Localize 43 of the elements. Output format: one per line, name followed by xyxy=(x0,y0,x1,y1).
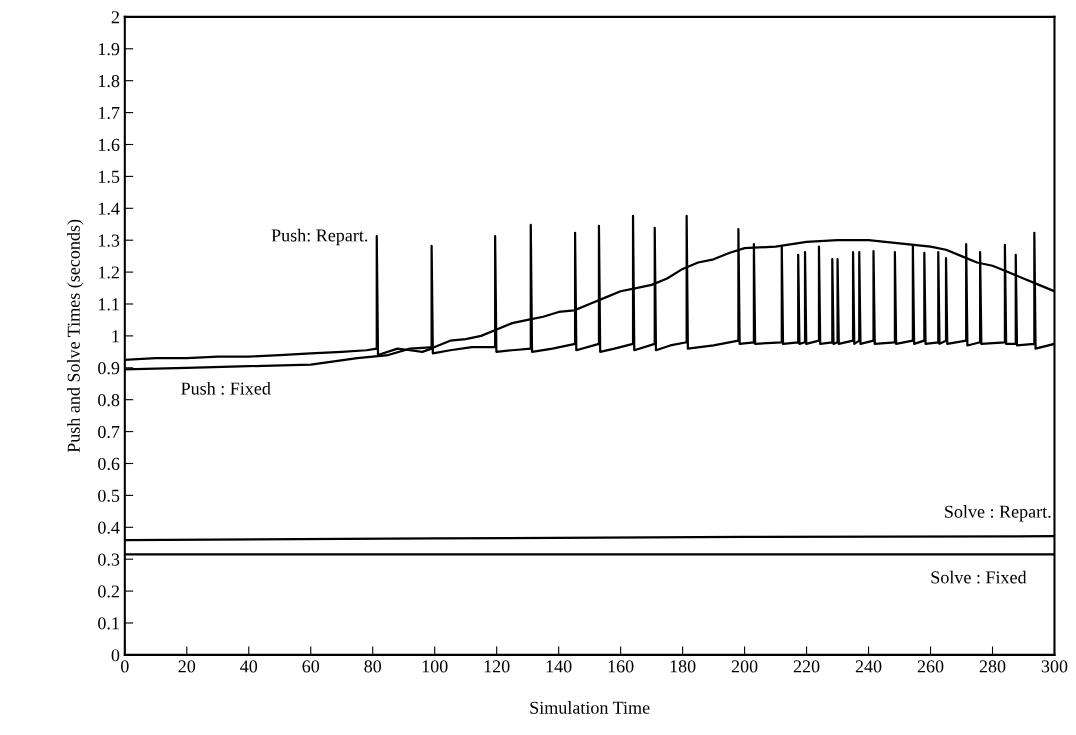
x-tick-label: 80 xyxy=(364,660,382,673)
y-tick-label: 0.9 xyxy=(98,362,120,375)
x-tick-label: 160 xyxy=(608,660,634,673)
series-label: Push: Repart. xyxy=(271,228,368,246)
x-tick-label: 240 xyxy=(855,660,882,673)
y-tick-label: 0 xyxy=(111,649,120,662)
series-label: Push : Fixed xyxy=(181,381,271,395)
y-axis-title: Push and Solve Times (seconds) xyxy=(67,219,84,453)
x-tick-label: 220 xyxy=(793,660,820,673)
x-tick-label: 280 xyxy=(979,660,1006,673)
x-tick-label: 40 xyxy=(240,660,258,673)
y-tick-label: 1.7 xyxy=(98,106,120,120)
x-tick-label: 260 xyxy=(917,660,944,673)
x-tick-label: 180 xyxy=(670,660,696,673)
y-tick-label: 0.8 xyxy=(98,393,120,407)
y-tick-label: 1.8 xyxy=(98,74,120,88)
y-tick-label: 0.3 xyxy=(98,553,120,566)
y-tick-label: 1.1 xyxy=(98,298,119,311)
x-tick-label: 60 xyxy=(302,660,320,673)
x-tick-label: 0 xyxy=(120,660,129,673)
x-tick-label: 100 xyxy=(422,660,448,673)
x-tick-label: 140 xyxy=(546,660,572,673)
series-label: Solve : Repart. xyxy=(945,505,1051,522)
y-tick-label: 0.4 xyxy=(98,521,120,534)
x-tick-label: 300 xyxy=(1041,660,1068,673)
y-tick-label: 0.6 xyxy=(98,457,120,471)
y-tick-label: 0.2 xyxy=(98,585,119,598)
y-tick-label: 1.3 xyxy=(98,234,120,247)
y-tick-label: 0.7 xyxy=(98,425,120,439)
x-tick-label: 200 xyxy=(731,660,758,673)
x-tick-label: 120 xyxy=(484,660,510,673)
y-tick-label: 1 xyxy=(112,330,119,343)
y-tick-label: 1.5 xyxy=(98,170,120,183)
x-tick-label: 20 xyxy=(178,660,196,673)
y-tick-label: 1.4 xyxy=(98,202,120,215)
y-tick-label: 0.5 xyxy=(98,489,120,502)
y-tick-label: 1.9 xyxy=(98,43,120,56)
y-tick-label: 1.6 xyxy=(98,138,120,152)
y-tick-label: 0.1 xyxy=(98,617,119,630)
y-tick-label: 1.2 xyxy=(98,266,119,279)
y-tick-label: 2 xyxy=(111,11,119,24)
x-axis-title: Simulation Time xyxy=(530,701,650,714)
series-label: Solve : Fixed xyxy=(931,570,1027,584)
